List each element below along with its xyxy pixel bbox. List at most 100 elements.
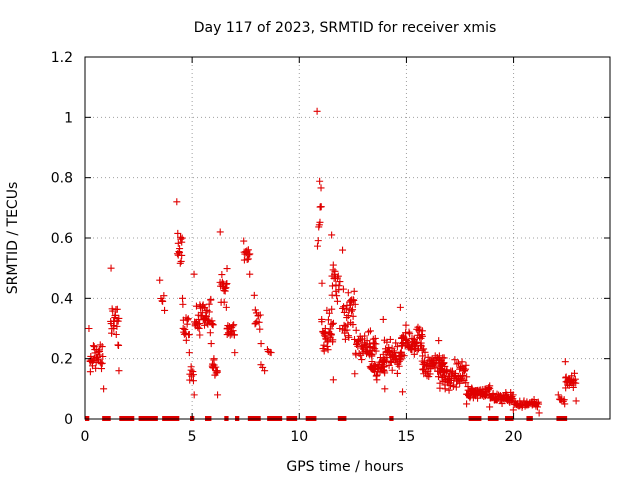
data-point (314, 237, 322, 245)
x-tick-label: 0 (81, 429, 90, 445)
data-point (115, 314, 123, 322)
data-point (112, 331, 120, 338)
data-point (413, 338, 421, 346)
x-tick-label: 10 (290, 429, 308, 445)
data-point (189, 371, 197, 379)
data-point (331, 267, 339, 275)
data-point (451, 356, 459, 364)
data-point (373, 371, 381, 379)
data-point (402, 335, 410, 343)
data-point (333, 297, 341, 305)
data-point (535, 409, 543, 417)
data-point (386, 335, 394, 343)
data-point (509, 406, 517, 414)
data-point (209, 360, 217, 368)
data-point (318, 279, 326, 287)
data-point (261, 367, 269, 375)
data-point (462, 379, 470, 387)
data-series-srmtid (85, 107, 580, 421)
data-point (400, 352, 408, 360)
data-point (245, 251, 253, 259)
data-point (435, 355, 443, 363)
data-point (394, 359, 402, 367)
data-point (174, 239, 182, 247)
data-point (190, 270, 198, 278)
data-point (207, 296, 215, 304)
data-point (113, 305, 121, 313)
data-point (351, 370, 359, 378)
data-point (358, 356, 366, 364)
data-point (178, 251, 186, 259)
data-point (177, 257, 185, 265)
data-point (332, 281, 340, 289)
data-point (328, 305, 336, 313)
y-tick-label: 0.6 (51, 231, 73, 247)
data-point (351, 300, 359, 308)
data-point (246, 270, 254, 278)
data-point (366, 343, 374, 351)
data-point (372, 347, 380, 355)
data-point (572, 379, 580, 387)
data-point (96, 351, 104, 359)
data-point (156, 276, 164, 284)
data-point (445, 386, 453, 394)
data-point (318, 318, 326, 326)
data-point (252, 319, 260, 327)
data-point (339, 246, 347, 254)
data-point (342, 305, 350, 313)
data-point (443, 366, 451, 374)
data-point (92, 364, 100, 372)
data-point (158, 297, 166, 305)
data-point (109, 307, 117, 315)
data-point (463, 400, 471, 408)
data-point (440, 354, 448, 362)
data-point (350, 287, 358, 295)
data-point (339, 285, 347, 293)
data-point (218, 271, 226, 279)
data-point (371, 334, 379, 342)
grid-layer (85, 57, 610, 419)
x-axis-label: GPS time / hours (286, 459, 403, 475)
data-point (485, 383, 493, 391)
data-point (426, 370, 434, 378)
data-point (350, 296, 358, 304)
data-point (335, 286, 343, 294)
data-point (206, 329, 214, 337)
data-point (509, 391, 517, 399)
data-point (463, 373, 471, 381)
data-point (329, 376, 337, 384)
data-point (349, 306, 357, 314)
data-point (454, 359, 462, 367)
data-point (421, 348, 429, 356)
data-point (216, 228, 224, 236)
data-point (482, 391, 490, 399)
data-point (196, 319, 204, 327)
data-point (396, 303, 404, 311)
data-point (461, 367, 469, 375)
data-point (257, 340, 265, 348)
data-point (481, 392, 489, 400)
data-point (189, 377, 197, 385)
data-point (388, 366, 396, 374)
data-point (176, 245, 184, 253)
y-tick-label: 0.2 (51, 352, 73, 368)
data-point (89, 342, 97, 350)
data-point (462, 361, 470, 369)
data-point (173, 198, 181, 206)
data-point (561, 400, 569, 408)
data-point (381, 385, 389, 393)
data-point (313, 242, 321, 250)
data-point (160, 292, 168, 300)
data-point (183, 316, 191, 324)
data-point (328, 320, 336, 328)
data-point (222, 303, 230, 311)
data-point (348, 307, 356, 315)
data-point (352, 326, 360, 334)
data-point (372, 340, 380, 348)
data-point (344, 312, 352, 320)
data-point (244, 255, 252, 263)
data-point (380, 367, 388, 375)
y-tick-label: 0 (64, 412, 73, 428)
data-point (453, 360, 461, 368)
data-point (570, 369, 578, 377)
